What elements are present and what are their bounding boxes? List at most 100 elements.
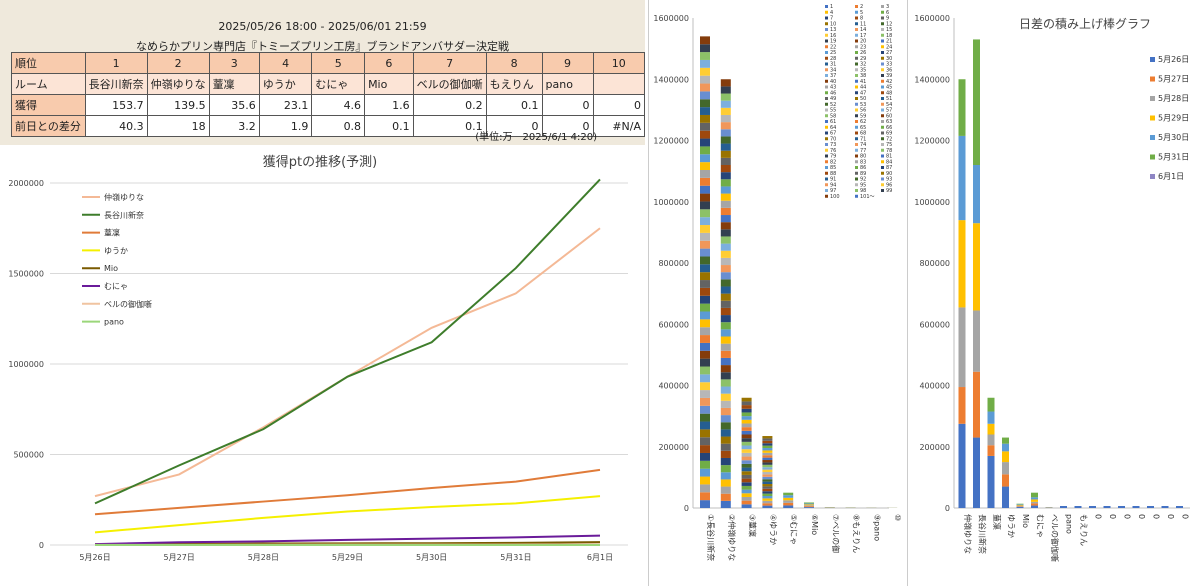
bar-segment (1118, 506, 1125, 508)
rank-row: 順位 1 2 3 4 5 6 7 8 9 10 (11, 52, 645, 74)
bar-segment (987, 445, 995, 456)
bar-segment (762, 445, 773, 449)
bar-segment (741, 452, 752, 457)
bar-segment (741, 504, 752, 508)
bar-segment (741, 471, 752, 475)
legend-label: 39 (886, 73, 892, 79)
legend-swatch (881, 68, 884, 72)
bar-segment (973, 371, 980, 438)
bar-segment (762, 443, 773, 446)
room-cell[interactable]: 長谷川新奈 (84, 73, 148, 95)
room-cell[interactable]: 蕫凜 (208, 73, 260, 95)
bar-segment (762, 448, 773, 451)
diff-cell[interactable]: 18 (146, 115, 210, 137)
points-cell[interactable]: 0.1 (485, 94, 543, 116)
legend-swatch (881, 177, 884, 181)
points-cell[interactable]: 0 (541, 94, 594, 116)
series-line (94, 178, 601, 505)
rank-cell[interactable]: 7 (412, 52, 487, 74)
legend-swatch (855, 143, 858, 146)
diff-cell[interactable]: 0 (485, 115, 543, 137)
bar-segment (741, 405, 752, 409)
line-chart-panel: 獲得ptの推移(予測) 0 500000 1000000 1500000 2000000 5… (0, 145, 645, 586)
legend-label: 96 (886, 182, 892, 188)
legend-label: 5月31日 (1158, 153, 1189, 162)
diff-cell[interactable]: 0 (541, 115, 594, 137)
diff-cell[interactable]: 1.9 (258, 115, 313, 137)
bar-segment (958, 423, 966, 508)
rank-cell[interactable]: 4 (258, 52, 313, 74)
rank-cell[interactable]: 2 (146, 52, 210, 74)
legend-label: 55 (830, 108, 836, 114)
points-cell[interactable]: 35.6 (208, 94, 260, 116)
rank-cell[interactable]: 3 (208, 52, 260, 74)
points-cell[interactable]: 0 (592, 94, 645, 116)
x-category-label: ②仲嶺ゆりな (727, 514, 737, 561)
bar-segment (700, 492, 710, 501)
diff-cell[interactable]: 0.1 (412, 115, 487, 137)
bar-segment (700, 413, 710, 422)
room-cell[interactable]: もえりん (485, 73, 543, 95)
bar-segment (720, 215, 731, 223)
rank-cell[interactable]: 8 (485, 52, 543, 74)
bar-segment (700, 484, 710, 493)
diff-cell[interactable]: 3.2 (208, 115, 260, 137)
rank-cell[interactable]: 9 (541, 52, 594, 74)
diff-cell[interactable]: 0.8 (311, 115, 366, 137)
legend-swatch (881, 91, 884, 95)
room-cell[interactable]: むにゃ (311, 73, 366, 95)
bar-segment (720, 157, 731, 165)
bar-segment (1031, 501, 1038, 504)
rank-cell[interactable]: 6 (364, 52, 414, 74)
legend-label: 88 (830, 171, 836, 177)
legend-label: 80 (860, 154, 866, 160)
x-tick-label: 5月31日 (500, 553, 531, 562)
legend-label: 79 (830, 154, 836, 160)
legend-label: 6月1日 (1158, 172, 1184, 181)
bar-segment (741, 423, 752, 428)
points-cell[interactable]: 4.6 (311, 94, 366, 116)
legend-label: 17 (860, 33, 866, 39)
legend-swatch (881, 85, 884, 89)
points-cell[interactable]: 23.1 (258, 94, 313, 116)
bar-segment (700, 99, 710, 108)
legend-label: 10 (830, 21, 836, 27)
legend-label: 49 (830, 96, 836, 102)
rank-cell[interactable]: 1 (84, 52, 148, 74)
y-tick-label: 500000 (13, 451, 44, 460)
legend-swatch (1150, 154, 1155, 160)
bar-segment (720, 422, 731, 430)
bar-segment (1031, 505, 1038, 508)
room-cell[interactable] (592, 73, 645, 95)
bar-segment (720, 222, 731, 230)
points-cell[interactable]: 1.6 (364, 94, 414, 116)
legend-swatch (1150, 174, 1155, 179)
legend-swatch (1150, 115, 1155, 121)
legend-swatch (825, 56, 828, 60)
diff-cell[interactable]: #N/A (592, 115, 645, 137)
bar-segment (741, 445, 752, 450)
daily-stacked-bar-chart[interactable]: 日差の積み上げ棒グラフ 0 200000 400000 600000 800000 1000… (910, 0, 1200, 586)
diff-cell[interactable]: 40.3 (84, 115, 148, 137)
points-cell[interactable]: 0.2 (412, 94, 487, 116)
stacked-bar-chart[interactable]: 0 200000 400000 600000 800000 1000000 1200000 1… (649, 0, 907, 586)
room-cell[interactable]: pano (541, 73, 594, 95)
room-cell[interactable]: ゆうか (258, 73, 313, 95)
legend-swatch (881, 45, 884, 49)
rank-cell[interactable]: 5 (311, 52, 366, 74)
legend-swatch (881, 108, 884, 112)
diff-cell[interactable]: 0.1 (364, 115, 414, 137)
points-cell[interactable]: 139.5 (146, 94, 210, 116)
room-cell[interactable]: ベルの御伽噺 (412, 73, 487, 95)
bar-segment (958, 387, 966, 424)
bar-segment (762, 493, 773, 497)
legend-label: 5月30日 (1158, 133, 1189, 142)
legend-swatch (855, 148, 858, 152)
rank-cell[interactable]: 10 (592, 52, 645, 74)
points-cell[interactable]: 153.7 (84, 94, 148, 116)
room-cell[interactable]: Mio (364, 73, 414, 95)
bar-segment (958, 307, 966, 388)
x-category-label: ①長谷川新奈 (706, 514, 716, 561)
line-chart[interactable]: 獲得ptの推移(予測) 0 500000 1000000 1500000 2000000 5… (0, 145, 645, 586)
room-cell[interactable]: 仲嶺ゆりな (146, 73, 210, 95)
